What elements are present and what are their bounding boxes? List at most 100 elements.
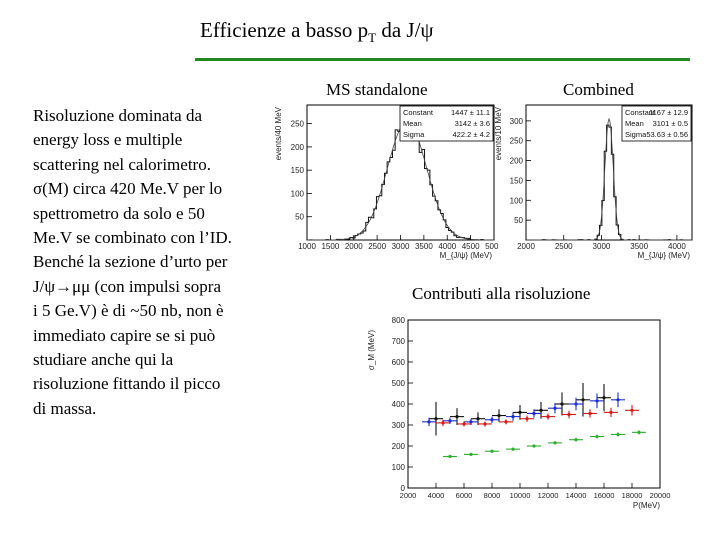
data-point [625, 405, 639, 416]
point-marker [490, 449, 494, 453]
stats-key: Constant [625, 108, 656, 117]
y-tick-label: 50 [514, 216, 523, 225]
y-tick-label: 200 [510, 157, 524, 166]
stats-key: Sigma [403, 130, 425, 139]
stats-key: Sigma [625, 130, 647, 139]
data-point [485, 449, 499, 453]
y-axis-label: σ_M (MeV) [367, 330, 376, 370]
data-point [478, 421, 492, 427]
point-marker [616, 398, 620, 402]
y-tick-label: 400 [392, 400, 406, 409]
resolution-contributions-plot: 0 100 200 300 400 500 600 700 800 2000 4000 6000 800… [367, 316, 671, 510]
data-point [632, 430, 646, 435]
stats-key: Mean [625, 119, 644, 128]
data-point [562, 410, 576, 419]
data-point [541, 413, 555, 420]
body-line: spettrometro da solo e 50 [33, 203, 205, 223]
data-point [576, 383, 590, 417]
body-line: i 5 Ge.V) è di ~50 nb, non è [33, 301, 224, 321]
fit-stats-box [621, 105, 692, 142]
point-marker [462, 422, 466, 426]
point-marker [595, 399, 599, 403]
stats-value: 53.63 ± 0.56 [646, 130, 688, 139]
stats-value: 1167 ± 12.9 [649, 108, 688, 117]
x-tick-label: 1000 [298, 242, 316, 251]
point-marker [532, 444, 536, 448]
combined-mass-histogram: 2000 2500 3000 3500 4000 50 100 150 200 250 300 M_{… [494, 104, 693, 260]
point-marker [448, 454, 452, 459]
x-tick-label: 4000 [428, 491, 445, 500]
y-tick-label: 250 [510, 137, 524, 146]
data-point [520, 415, 534, 422]
y-tick-label: 100 [510, 196, 524, 205]
point-marker [553, 441, 557, 445]
body-line: risoluzione fittando il picco [33, 374, 221, 394]
point-marker [532, 411, 536, 416]
point-marker [490, 418, 494, 422]
data-point [464, 452, 478, 456]
x-axis-label: M_{J/ψ} (MeV) [638, 251, 691, 260]
y-tick-label: 300 [510, 117, 524, 126]
stats-value: 3142 ± 3.6 [455, 119, 490, 128]
plot-frame [407, 319, 661, 489]
body-line: J/ψ→μμ (con impulsi sopra [33, 276, 221, 296]
x-tick-label: 4500 [462, 242, 480, 251]
point-marker [616, 432, 620, 437]
y-tick-label: 150 [291, 166, 305, 175]
y-tick-label: 600 [392, 358, 406, 367]
data-point [590, 393, 604, 409]
body-line: Benché la sezione d’urto per [33, 252, 228, 272]
data-point [422, 417, 436, 427]
y-tick-label: 100 [392, 463, 406, 472]
y-tick-label: 0 [401, 484, 406, 493]
x-tick-label: 3000 [392, 242, 410, 251]
x-tick-label: 10000 [510, 491, 531, 500]
point-marker [574, 438, 578, 442]
stats-key: Constant [403, 108, 434, 117]
data-point [604, 407, 618, 418]
ms-standalone-mass-histogram: 1000 1500 2000 2500 3000 3500 4000 4500 5000 50 10… [274, 104, 498, 260]
combined-label: Combined [563, 80, 634, 99]
x-tick-label: 6000 [456, 491, 473, 500]
body-line: studiare anche qui la [33, 350, 174, 370]
data-point [555, 392, 569, 416]
point-marker [637, 430, 641, 434]
data-point [464, 418, 478, 425]
x-tick-label: 16000 [594, 491, 615, 500]
data-point [569, 438, 583, 442]
title-divider [195, 58, 690, 61]
data-point [597, 384, 611, 412]
data-point [443, 454, 457, 459]
gaussian-fit-curve [526, 117, 692, 241]
data-point [590, 434, 604, 439]
point-marker [567, 412, 571, 417]
data-point [499, 419, 513, 425]
data-point [436, 419, 450, 427]
body-line: Risoluzione dominata da [33, 106, 203, 125]
point-marker [434, 417, 438, 421]
point-marker [595, 434, 599, 439]
body-line: Me.V se combinato con l’ID. [33, 228, 232, 248]
x-tick-label: 14000 [566, 491, 587, 500]
point-marker [602, 396, 606, 400]
y-tick-label: 100 [291, 189, 305, 198]
y-tick-label: 200 [291, 143, 305, 152]
body-line: immediato capire se si può [33, 325, 216, 345]
point-marker [511, 447, 515, 451]
stats-value: 3101 ± 0.5 [653, 119, 688, 128]
y-tick-label: 150 [510, 176, 524, 185]
x-tick-label: 2000 [517, 242, 535, 251]
data-point [506, 412, 520, 421]
y-tick-label: 50 [295, 213, 304, 222]
point-marker [469, 452, 473, 456]
y-tick-label: 700 [392, 337, 406, 346]
x-tick-label: 3500 [415, 242, 433, 251]
point-marker [553, 406, 557, 410]
y-axis-label: events/40 MeV [274, 106, 283, 160]
x-tick-label: 20000 [650, 491, 671, 500]
body-line: energy loss e multiple [33, 130, 183, 150]
x-tick-label: 18000 [622, 491, 643, 500]
point-marker [609, 410, 613, 414]
contributions-label: Contributi alla risoluzione [412, 284, 591, 303]
x-tick-label: 1500 [321, 242, 339, 251]
